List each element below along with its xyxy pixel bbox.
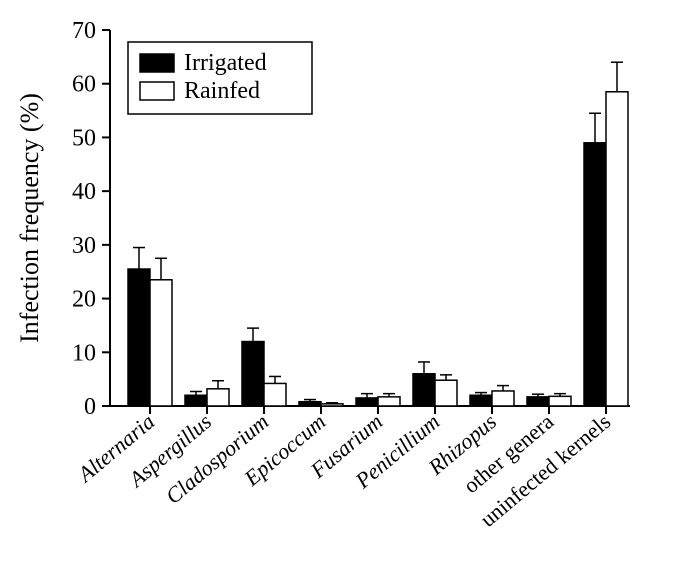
y-tick-label: 0 [84, 394, 96, 420]
legend-swatch [140, 54, 174, 72]
bar-rainfed [435, 380, 457, 406]
bar-rainfed [378, 397, 400, 406]
chart-svg: 010203040506070Infection frequency (%)Al… [0, 0, 688, 582]
bar-rainfed [264, 383, 286, 406]
y-tick-label: 40 [72, 179, 96, 205]
bar-irrigated [299, 402, 321, 406]
y-tick-label: 10 [72, 340, 96, 366]
bar-irrigated [527, 397, 549, 406]
legend-label: Rainfed [184, 78, 260, 104]
bar-rainfed [207, 389, 229, 406]
bar-irrigated [185, 395, 207, 406]
y-tick-label: 30 [72, 233, 96, 259]
bar-rainfed [321, 404, 343, 406]
legend-label: Irrigated [184, 50, 267, 76]
bar-irrigated [128, 269, 150, 406]
bar-irrigated [584, 143, 606, 406]
bar-rainfed [549, 396, 571, 406]
bar-rainfed [492, 391, 514, 406]
bar-irrigated [356, 398, 378, 406]
y-axis-title: Infection frequency (%) [15, 93, 44, 343]
y-tick-label: 20 [72, 287, 96, 313]
y-tick-label: 50 [72, 125, 96, 151]
y-tick-label: 70 [72, 18, 96, 44]
bar-irrigated [470, 395, 492, 406]
y-tick-label: 60 [72, 72, 96, 98]
bar-rainfed [150, 280, 172, 406]
bar-irrigated [413, 374, 435, 406]
legend-swatch [140, 82, 174, 100]
bar-irrigated [242, 342, 264, 406]
bar-rainfed [606, 92, 628, 406]
